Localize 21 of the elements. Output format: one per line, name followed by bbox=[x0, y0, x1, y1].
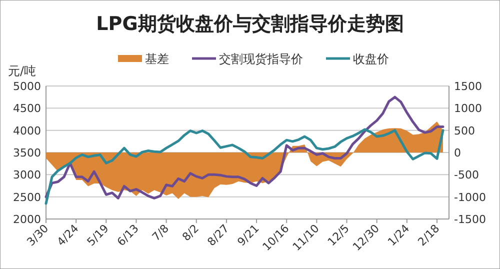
y2-tick-label: -1500 bbox=[454, 213, 486, 226]
x-tick-label: 8/2 bbox=[180, 222, 202, 244]
legend-label: 基差 bbox=[145, 52, 169, 66]
y-tick-label: 4000 bbox=[13, 124, 41, 138]
y2-tick-label: 500 bbox=[454, 124, 475, 138]
chart-title: LPG期货收盘价与交割指导价走势图 bbox=[96, 13, 404, 35]
y-tick-label: 5000 bbox=[13, 80, 41, 93]
y-tick-label: 3500 bbox=[13, 146, 41, 160]
y2-tick-label: -1000 bbox=[454, 190, 486, 204]
y2-tick-label: 0 bbox=[454, 146, 461, 160]
y-axis-title: 元/吨 bbox=[8, 64, 36, 78]
y-tick-label: 2000 bbox=[13, 213, 41, 226]
y2-tick-label: 1000 bbox=[454, 102, 482, 116]
y-tick-label: 3000 bbox=[13, 168, 41, 182]
y-tick-label: 2500 bbox=[13, 190, 41, 204]
legend-label: 交割现货指导价 bbox=[219, 52, 303, 66]
y2-tick-label: 1500 bbox=[454, 80, 482, 93]
y2-tick-label: -500 bbox=[454, 168, 479, 182]
x-tick-label: 7/8 bbox=[150, 222, 172, 244]
y-tick-label: 4500 bbox=[13, 102, 41, 116]
legend-label: 收盘价 bbox=[353, 52, 389, 66]
